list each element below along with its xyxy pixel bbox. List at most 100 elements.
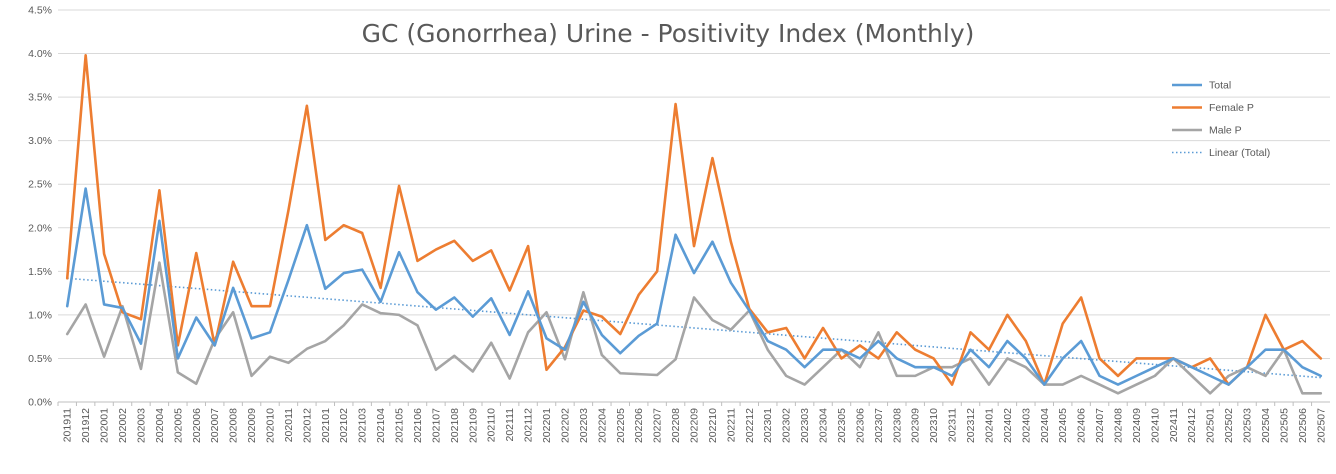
legend-item[interactable]: Female P	[1172, 102, 1254, 114]
x-tick-label: 202411	[1168, 408, 1180, 442]
x-tick-label: 202504	[1260, 408, 1272, 443]
x-tick-label: 202303	[799, 408, 811, 443]
series-line-total	[65, 187, 1323, 386]
x-axis-ticks: 201911 201912 202001 202002 202003 202004 2020…	[57, 402, 1327, 443]
x-tick-label: 202209	[689, 408, 701, 443]
y-tick-label: 1.0%	[28, 309, 52, 321]
x-tick-label: 202409	[1131, 408, 1143, 443]
series-line-female-p	[65, 53, 1323, 386]
x-tick-label: 202001	[99, 408, 111, 443]
legend[interactable]: Total Female P Male P Linear (Total)	[1172, 80, 1270, 160]
x-tick-label: 202408	[1113, 408, 1125, 443]
legend-item[interactable]: Total	[1172, 80, 1231, 92]
x-tick-label: 202101	[320, 408, 332, 443]
x-tick-label: 202308	[891, 408, 903, 443]
x-tick-label: 202503	[1242, 408, 1254, 443]
x-tick-label: 202107	[430, 408, 442, 443]
trendline-layer	[67, 277, 1321, 379]
y-tick-label: 3.5%	[28, 92, 52, 104]
x-tick-label: 202201	[541, 408, 553, 443]
x-tick-label: 202310	[928, 408, 940, 443]
legend-label: Total	[1209, 80, 1231, 92]
x-tick-label: 202210	[707, 408, 719, 443]
x-tick-label: 202106	[412, 408, 424, 443]
legend-item[interactable]: Male P	[1172, 125, 1242, 137]
y-tick-label: 2.0%	[28, 222, 52, 234]
x-tick-label: 202007	[209, 408, 221, 443]
x-tick-label: 202112	[523, 408, 535, 442]
series-layer	[65, 53, 1323, 395]
x-tick-label: 202009	[246, 408, 258, 443]
x-tick-label: 202010	[265, 408, 277, 443]
x-tick-label: 202204	[596, 408, 608, 443]
x-tick-label: 202305	[836, 408, 848, 443]
x-tick-label: 202506	[1297, 408, 1309, 443]
x-tick-label: 202105	[394, 408, 406, 443]
legend-label: Female P	[1209, 102, 1254, 114]
x-tick-label: 202501	[1205, 408, 1217, 443]
chart-title: GC (Gonorrhea) Urine - Positivity Index …	[362, 19, 975, 48]
x-tick-label: 202207	[652, 408, 664, 443]
legend-item[interactable]: Linear (Total)	[1172, 147, 1270, 159]
x-tick-label: 202006	[191, 408, 203, 443]
x-tick-label: 202008	[228, 408, 240, 443]
x-tick-label: 202402	[1002, 408, 1014, 443]
y-tick-label: 2.5%	[28, 179, 52, 191]
x-tick-label: 202410	[1149, 408, 1161, 443]
x-tick-label: 202212	[744, 408, 756, 443]
legend-label: Linear (Total)	[1209, 147, 1270, 159]
trendline-total	[67, 277, 1321, 379]
x-tick-label: 202111	[504, 408, 516, 442]
x-tick-label: 202110	[486, 408, 498, 442]
x-tick-label: 202403	[1020, 408, 1032, 443]
legend-label: Male P	[1209, 125, 1242, 137]
x-tick-label: 202401	[983, 408, 995, 443]
x-tick-label: 202208	[670, 408, 682, 443]
y-tick-label: 0.0%	[28, 397, 52, 409]
x-tick-label: 202309	[910, 408, 922, 443]
x-tick-label: 202412	[1186, 408, 1198, 443]
x-tick-label: 202307	[873, 408, 885, 443]
x-tick-label: 202104	[375, 408, 387, 443]
x-tick-label: 202005	[172, 408, 184, 443]
y-axis-ticks: 0.0% 0.5% 1.0% 1.5% 2.0% 2.5% 3.0% 3.5% 4.0% 4.5%	[28, 5, 52, 409]
x-tick-label: 202103	[357, 408, 369, 443]
x-tick-label: 201912	[80, 408, 92, 443]
series-line-male-p	[65, 261, 1323, 395]
x-tick-label: 201911	[62, 408, 74, 442]
x-tick-label: 202502	[1223, 408, 1235, 443]
x-tick-label: 202302	[781, 408, 793, 443]
x-tick-label: 202405	[1057, 408, 1069, 443]
x-tick-label: 202505	[1278, 408, 1290, 443]
x-tick-label: 202108	[449, 408, 461, 443]
x-tick-label: 202003	[135, 408, 147, 443]
y-tick-label: 3.0%	[28, 135, 52, 147]
x-tick-label: 202012	[301, 408, 313, 443]
y-tick-label: 4.5%	[28, 5, 52, 17]
x-tick-label: 202011	[283, 408, 295, 442]
x-tick-label: 202311	[947, 408, 959, 442]
y-tick-label: 1.5%	[28, 266, 52, 278]
x-tick-label: 202205	[615, 408, 627, 443]
x-tick-label: 202406	[1076, 408, 1088, 443]
x-tick-label: 202102	[338, 408, 350, 443]
x-tick-label: 202306	[854, 408, 866, 443]
x-tick-label: 202109	[467, 408, 479, 443]
y-tick-label: 4.0%	[28, 48, 52, 60]
x-tick-label: 202206	[633, 408, 645, 443]
x-tick-label: 202301	[762, 408, 774, 443]
x-tick-label: 202407	[1094, 408, 1106, 443]
x-tick-label: 202202	[559, 408, 571, 443]
x-tick-label: 202404	[1039, 408, 1051, 443]
x-tick-label: 202507	[1315, 408, 1327, 443]
x-tick-label: 202203	[578, 408, 590, 443]
x-tick-label: 202002	[117, 408, 129, 443]
y-tick-label: 0.5%	[28, 353, 52, 365]
x-tick-label: 202312	[965, 408, 977, 443]
x-tick-label: 202004	[154, 408, 166, 443]
x-tick-label: 202211	[725, 408, 737, 442]
x-tick-label: 202304	[818, 408, 830, 443]
